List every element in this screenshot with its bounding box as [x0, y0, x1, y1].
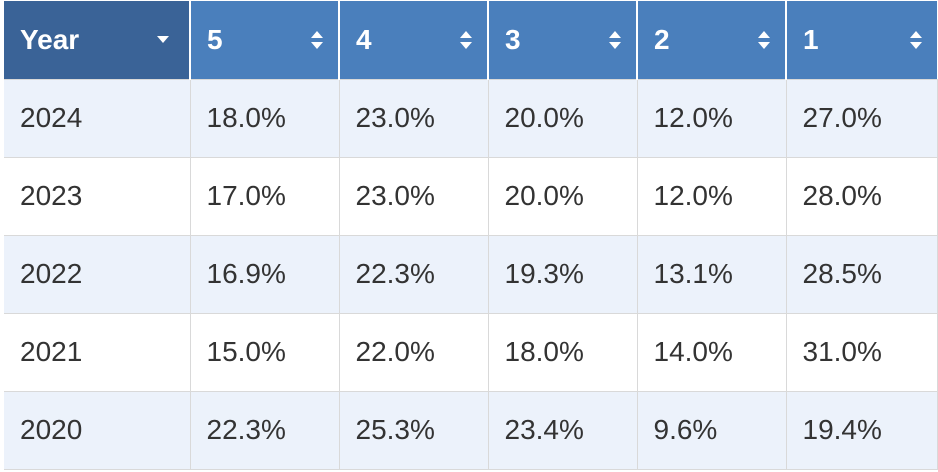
sort-icon[interactable] [757, 29, 771, 51]
cell-year: 2021 [4, 312, 191, 392]
column-header-label: 3 [505, 23, 521, 55]
cell-value: 12.0% [636, 78, 787, 158]
cell-value: 14.0% [636, 312, 787, 392]
cell-year: 2023 [4, 156, 191, 236]
column-header-4[interactable]: 4 [339, 1, 489, 79]
cell-value: 31.0% [785, 312, 938, 392]
sort-icon[interactable] [608, 29, 622, 51]
cell-year: 2022 [4, 234, 191, 314]
data-table: Year 5 4 [4, 1, 938, 470]
table-row: 2020 22.3% 25.3% 23.4% 9.6% 19.4% [4, 390, 938, 470]
cell-value: 22.3% [338, 234, 489, 314]
data-table-container: Year 5 4 [4, 1, 938, 470]
table-row: 2021 15.0% 22.0% 18.0% 14.0% 31.0% [4, 312, 938, 392]
cell-value: 22.3% [189, 390, 340, 470]
cell-value: 9.6% [636, 390, 787, 470]
cell-value: 23.4% [487, 390, 638, 470]
cell-year: 2020 [4, 390, 191, 470]
cell-value: 16.9% [189, 234, 340, 314]
table-row: 2023 17.0% 23.0% 20.0% 12.0% 28.0% [4, 156, 938, 236]
column-header-1[interactable]: 1 [786, 1, 937, 79]
cell-value: 15.0% [189, 312, 340, 392]
column-header-label: 2 [654, 23, 670, 55]
column-header-2[interactable]: 2 [637, 1, 787, 79]
cell-value: 17.0% [189, 156, 340, 236]
sort-icon[interactable] [310, 29, 324, 51]
cell-value: 20.0% [487, 156, 638, 236]
cell-value: 27.0% [785, 78, 938, 158]
cell-value: 19.4% [785, 390, 938, 470]
cell-value: 12.0% [636, 156, 787, 236]
dropdown-caret-icon[interactable] [157, 36, 169, 44]
table-row: 2022 16.9% 22.3% 19.3% 13.1% 28.5% [4, 234, 938, 314]
cell-value: 22.0% [338, 312, 489, 392]
table-body: 2024 18.0% 23.0% 20.0% 12.0% 27.0% 2023 … [4, 78, 938, 470]
column-header-label: 5 [207, 23, 223, 55]
cell-value: 18.0% [189, 78, 340, 158]
cell-value: 23.0% [338, 156, 489, 236]
column-header-label: 4 [356, 23, 372, 55]
table-header: Year 5 4 [4, 1, 937, 79]
cell-value: 28.5% [785, 234, 938, 314]
cell-year: 2024 [4, 78, 191, 158]
column-header-year[interactable]: Year [4, 1, 191, 79]
header-row: Year 5 4 [4, 1, 937, 79]
cell-value: 13.1% [636, 234, 787, 314]
sort-icon[interactable] [909, 29, 923, 51]
column-header-5[interactable]: 5 [190, 1, 340, 79]
cell-value: 23.0% [338, 78, 489, 158]
cell-value: 19.3% [487, 234, 638, 314]
column-header-label: Year [20, 23, 80, 55]
cell-value: 18.0% [487, 312, 638, 392]
column-header-3[interactable]: 3 [488, 1, 638, 79]
cell-value: 28.0% [785, 156, 938, 236]
cell-value: 25.3% [338, 390, 489, 470]
table-row: 2024 18.0% 23.0% 20.0% 12.0% 27.0% [4, 78, 938, 158]
sort-icon[interactable] [459, 29, 473, 51]
cell-value: 20.0% [487, 78, 638, 158]
column-header-label: 1 [803, 23, 819, 55]
